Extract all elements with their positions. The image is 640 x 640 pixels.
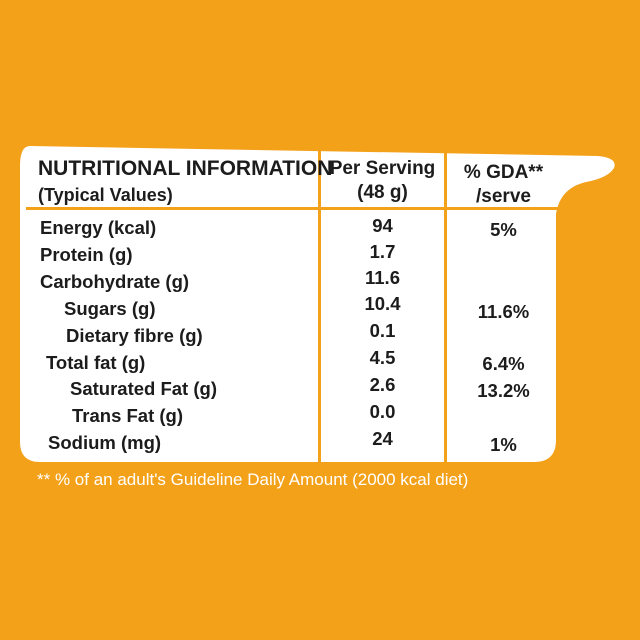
row-value-sodium: 24 xyxy=(372,428,393,449)
row-value-saturated-fat: 2.6 xyxy=(369,374,396,395)
header-gda: % GDA** xyxy=(463,162,544,183)
row-value-total-fat: 4.5 xyxy=(369,347,396,368)
header-divider xyxy=(26,207,560,210)
header-per-serve: /serve xyxy=(476,186,531,207)
header-typical-values: (Typical Values) xyxy=(38,185,173,205)
row-label-dietary-fibre: Dietary fibre (g) xyxy=(66,325,203,346)
column-divider-1 xyxy=(318,148,321,464)
row-label-carbohydrate: Carbohydrate (g) xyxy=(40,271,190,292)
row-value-trans-fat: 0.0 xyxy=(369,401,396,422)
row-label-energy: Energy (kcal) xyxy=(40,217,157,238)
header-nutritional-information: NUTRITIONAL INFORMATION xyxy=(38,157,333,180)
row-label-sugars: Sugars (g) xyxy=(64,298,156,319)
row-value-energy: 94 xyxy=(372,215,393,236)
column-divider-2 xyxy=(444,148,447,464)
row-label-sodium: Sodium (mg) xyxy=(48,432,162,453)
row-label-saturated-fat: Saturated Fat (g) xyxy=(70,378,217,399)
row-value-sugars: 10.4 xyxy=(364,293,401,314)
row-gda-saturated-fat: 13.2% xyxy=(477,380,530,401)
header-per-serving: Per Serving xyxy=(329,158,436,179)
row-value-dietary-fibre: 0.1 xyxy=(369,320,396,341)
header-serving-size: (48 g) xyxy=(357,182,408,203)
row-gda-sugars: 11.6% xyxy=(477,301,530,322)
row-value-protein: 1.7 xyxy=(369,241,396,262)
gda-footnote: ** % of an adult's Guideline Daily Amoun… xyxy=(37,470,469,489)
row-label-trans-fat: Trans Fat (g) xyxy=(72,405,184,426)
row-gda-total-fat: 6.4% xyxy=(482,353,525,374)
row-gda-energy: 5% xyxy=(490,219,517,240)
row-gda-sodium: 1% xyxy=(490,434,517,455)
nutrition-table: NUTRITIONAL INFORMATION (Typical Values)… xyxy=(26,148,560,464)
row-label-protein: Protein (g) xyxy=(40,244,133,265)
row-label-total-fat: Total fat (g) xyxy=(46,352,146,373)
row-value-carbohydrate: 11.6 xyxy=(365,267,400,288)
